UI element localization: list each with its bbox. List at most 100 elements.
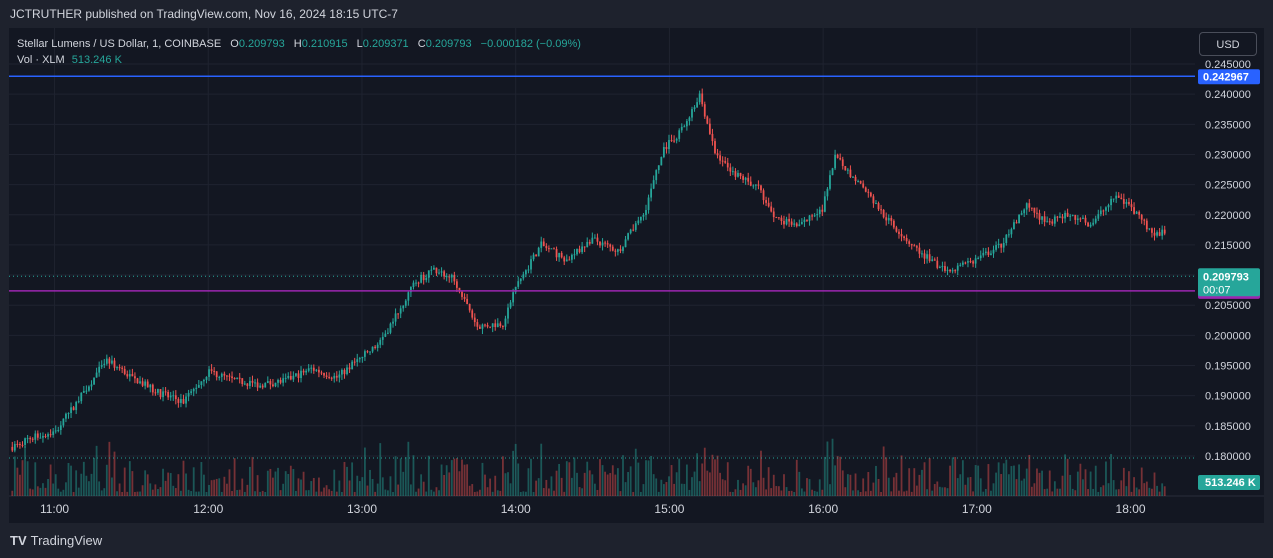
- volume-bar: [547, 488, 550, 496]
- candle-body: [969, 261, 972, 263]
- candle-body: [915, 246, 918, 248]
- candle-body: [162, 391, 164, 398]
- volume-bar: [737, 479, 739, 496]
- candle-body: [1074, 214, 1077, 220]
- volume-bar: [647, 460, 650, 496]
- candle-body: [921, 253, 923, 255]
- volume-bar: [394, 456, 397, 496]
- candle-body: [995, 245, 997, 250]
- legend-symbol[interactable]: Stellar Lumens / US Dollar, 1, COINBASE: [17, 38, 222, 50]
- candle-body: [1161, 229, 1164, 236]
- volume-bar: [1133, 477, 1135, 496]
- candle-body: [836, 154, 839, 158]
- volume-bar: [698, 481, 701, 496]
- volume-bar: [111, 477, 113, 496]
- candle-body: [949, 269, 951, 272]
- volume-bar: [749, 468, 752, 496]
- volume-bar: [445, 465, 448, 496]
- candle-body: [136, 378, 139, 384]
- volume-bar: [601, 465, 604, 496]
- price-chart[interactable]: 0.245000 0.240000 0.235000 0.230000 0.225000…: [9, 28, 1264, 523]
- candle-body: [522, 274, 525, 279]
- tradingview-logo[interactable]: TV TradingView: [10, 533, 102, 548]
- candle-body: [376, 344, 379, 348]
- candle-body: [144, 381, 147, 386]
- volume-bar: [177, 474, 180, 496]
- volume-bar: [691, 477, 693, 496]
- candle-body: [665, 146, 668, 150]
- candle-body: [75, 402, 78, 411]
- volume-bar: [979, 478, 982, 496]
- volume-bar: [57, 488, 60, 496]
- candle-body: [282, 378, 285, 383]
- volume-bar: [223, 476, 226, 496]
- legend-open-label: O: [230, 38, 239, 50]
- volume-bar: [1025, 468, 1028, 496]
- candle-body: [169, 395, 172, 398]
- volume-bar: [693, 471, 696, 496]
- volume-bar: [688, 489, 691, 496]
- volume-bar: [146, 474, 149, 496]
- volume-bar: [972, 491, 974, 496]
- candle-body: [752, 185, 755, 187]
- candle-body: [839, 157, 842, 160]
- candle-body: [1048, 221, 1051, 223]
- candle-body: [34, 433, 37, 440]
- candle-body: [586, 241, 589, 248]
- candle-body: [729, 167, 732, 172]
- candle-body: [1140, 214, 1143, 220]
- legend-change: −0.000182 (−0.09%): [480, 38, 581, 50]
- legend-volume-label[interactable]: Vol · XLM: [17, 54, 65, 66]
- volume-bar: [726, 462, 729, 496]
- currency-button[interactable]: USD: [1199, 32, 1257, 56]
- candle-body: [1120, 197, 1123, 199]
- volume-bar: [98, 481, 101, 496]
- candle-body: [277, 380, 279, 383]
- candle-body: [52, 431, 55, 435]
- candle-body: [151, 384, 154, 393]
- volume-bar: [900, 455, 903, 496]
- volume-bar: [387, 490, 389, 496]
- volume-bar: [1092, 488, 1095, 496]
- candle-body: [512, 292, 515, 303]
- candle-body: [21, 444, 24, 446]
- candle-body: [187, 392, 190, 397]
- volume-bar: [967, 477, 969, 496]
- candle-body: [438, 272, 440, 274]
- candle-body: [90, 384, 93, 387]
- candle-body: [356, 359, 359, 362]
- candle-body: [128, 374, 131, 377]
- candle-body: [392, 321, 394, 324]
- volume-bar: [703, 447, 706, 496]
- volume-bar: [410, 484, 412, 496]
- volume-bar: [767, 467, 770, 496]
- candle-body: [167, 391, 170, 398]
- candle-body: [223, 373, 226, 376]
- volume-bar: [637, 462, 640, 496]
- candle-body: [1020, 213, 1023, 215]
- volume-bar: [793, 491, 796, 496]
- candle-body: [964, 262, 967, 264]
- chart-area[interactable]: 0.245000 0.240000 0.235000 0.230000 0.225000…: [9, 28, 1264, 523]
- candle-body: [918, 247, 921, 254]
- candle-body: [650, 188, 653, 198]
- volume-bar: [162, 468, 164, 496]
- volume-bar: [384, 489, 387, 496]
- volume-bar: [645, 460, 647, 496]
- candle-body: [172, 395, 175, 397]
- candle-body: [504, 318, 507, 327]
- volume-bar: [54, 474, 57, 496]
- brand-name: TradingView: [30, 533, 103, 548]
- candle-body: [1148, 228, 1151, 230]
- volume-bar: [269, 468, 272, 496]
- candle-body: [527, 269, 530, 271]
- volume-bar: [118, 483, 121, 496]
- price-tick-label: 0.215000: [1205, 240, 1251, 252]
- candle-body: [195, 387, 198, 389]
- candle-body: [757, 184, 760, 186]
- volume-bar: [297, 478, 300, 496]
- candle-body: [583, 246, 586, 248]
- footer: TV TradingView: [0, 523, 1273, 558]
- candle-body: [880, 209, 882, 211]
- candle-body: [731, 171, 734, 173]
